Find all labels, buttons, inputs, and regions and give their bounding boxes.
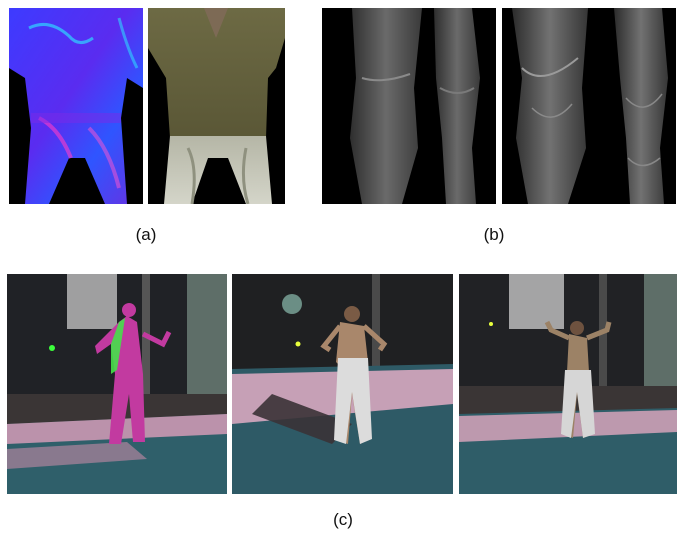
- legs-geometry-coarse-image: [322, 8, 496, 204]
- caption-a: (a): [135, 225, 157, 244]
- caption-b: (b): [483, 225, 505, 244]
- normal-map-torso-image: [9, 8, 143, 204]
- scene-captured-image: [459, 274, 677, 494]
- caption-c: (c): [333, 510, 353, 529]
- legs-geometry-detailed-image: [502, 8, 676, 204]
- scene-relit-image: [232, 274, 453, 494]
- textured-torso-image: [148, 8, 285, 204]
- scene-normal-overlay-image: [7, 274, 227, 494]
